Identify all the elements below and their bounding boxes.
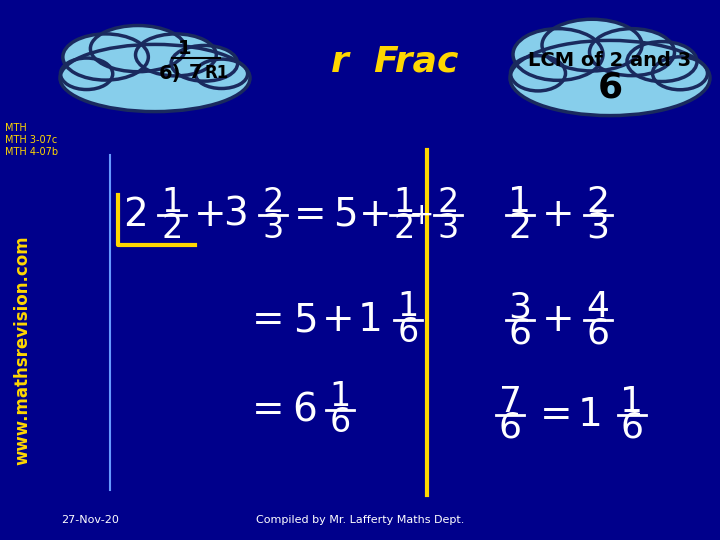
Text: 6: 6 [508, 316, 531, 350]
Text: MTH: MTH [5, 123, 27, 133]
Text: 6: 6 [397, 316, 418, 349]
Ellipse shape [60, 58, 113, 90]
Text: 1: 1 [329, 381, 351, 414]
Text: 6): 6) [158, 64, 181, 83]
Ellipse shape [91, 25, 186, 72]
Text: 1: 1 [358, 301, 382, 339]
Text: +: + [194, 196, 226, 234]
Text: 1: 1 [178, 38, 192, 57]
Text: 6: 6 [598, 71, 623, 105]
Text: 3: 3 [262, 212, 284, 245]
Ellipse shape [590, 29, 675, 76]
Ellipse shape [63, 34, 148, 80]
Text: 4: 4 [587, 290, 610, 324]
Ellipse shape [652, 57, 708, 90]
Ellipse shape [542, 19, 642, 71]
Text: 7: 7 [498, 385, 521, 419]
Text: 6: 6 [498, 411, 521, 445]
Text: =: = [252, 301, 284, 339]
Text: 5: 5 [333, 196, 357, 234]
Text: www.mathsrevision.com: www.mathsrevision.com [13, 235, 31, 465]
Ellipse shape [60, 44, 250, 112]
Text: 1: 1 [577, 396, 603, 434]
Text: 3: 3 [587, 211, 610, 245]
Text: MTH 3-07c: MTH 3-07c [5, 135, 58, 145]
Ellipse shape [135, 34, 216, 76]
Text: 2: 2 [262, 186, 284, 219]
Text: =: = [540, 396, 572, 434]
Text: +: + [541, 301, 575, 339]
Ellipse shape [513, 29, 603, 80]
Text: 2: 2 [122, 196, 148, 234]
Text: 7: 7 [189, 64, 203, 83]
Text: 1: 1 [397, 291, 418, 323]
Text: r  Frac: r Frac [331, 45, 459, 79]
Ellipse shape [510, 56, 565, 91]
Text: 2: 2 [393, 212, 415, 245]
Text: 3: 3 [508, 290, 531, 324]
Text: 5: 5 [293, 301, 318, 339]
Text: 2: 2 [161, 212, 183, 245]
Text: =: = [294, 196, 326, 234]
Text: Compiled by Mr. Lafferty Maths Dept.: Compiled by Mr. Lafferty Maths Dept. [256, 515, 464, 525]
Text: =: = [252, 391, 284, 429]
Text: +: + [541, 196, 575, 234]
Text: 27-Nov-20: 27-Nov-20 [61, 515, 119, 525]
Ellipse shape [627, 42, 697, 82]
Text: 1: 1 [393, 186, 415, 219]
Text: 1: 1 [161, 186, 183, 219]
Text: +: + [359, 196, 391, 234]
Ellipse shape [195, 59, 248, 89]
Text: 2: 2 [437, 186, 459, 219]
Text: MTH 4-07b: MTH 4-07b [5, 147, 58, 157]
Text: 6: 6 [292, 391, 318, 429]
Text: 1: 1 [508, 185, 531, 219]
Text: LCM of 2 and 3: LCM of 2 and 3 [528, 51, 692, 70]
Ellipse shape [510, 40, 710, 116]
Text: 6: 6 [621, 411, 644, 445]
Text: +: + [409, 200, 435, 230]
Text: 1: 1 [621, 385, 644, 419]
Ellipse shape [171, 45, 238, 81]
Text: +: + [322, 301, 354, 339]
Text: 2: 2 [508, 211, 531, 245]
Text: 3: 3 [437, 212, 459, 245]
Text: 6: 6 [329, 407, 351, 440]
Text: 3: 3 [222, 196, 248, 234]
Text: 2: 2 [587, 185, 610, 219]
Text: R1: R1 [205, 64, 229, 82]
Text: 6: 6 [587, 316, 610, 350]
